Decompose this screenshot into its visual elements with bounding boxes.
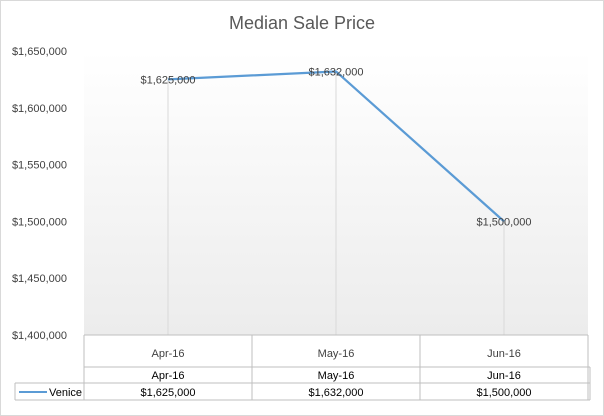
data-label: $1,625,000 (140, 74, 195, 86)
data-label: $1,632,000 (308, 66, 363, 78)
series-line (167, 70, 505, 223)
table-header-cell: May-16 (318, 370, 355, 382)
table-value-cell: $1,632,000 (308, 387, 363, 399)
data-labels: $1,625,000 $1,632,000 $1,500,000 (140, 66, 531, 228)
drop-lines (167, 71, 505, 335)
y-tick-label: $1,400,000 (12, 330, 67, 342)
y-tick-label: $1,500,000 (12, 216, 67, 228)
x-tick-label: May-16 (318, 348, 355, 360)
x-tick-label: Apr-16 (151, 348, 184, 360)
series-venice (167, 70, 505, 223)
table-header-cell: Jun-16 (487, 370, 521, 382)
y-tick-label: $1,650,000 (12, 46, 67, 58)
y-tick-label: $1,600,000 (12, 103, 67, 115)
y-axis: $1,650,000 $1,600,000 $1,550,000 $1,500,000… (12, 46, 67, 342)
data-table: Apr-16 May-16 Jun-16 Apr-16 May-16 Jun-16 Veni… (14, 334, 591, 401)
y-tick-label: $1,550,000 (12, 160, 67, 172)
table-header-cell: Apr-16 (151, 370, 184, 382)
table-value-cell: $1,500,000 (476, 387, 531, 399)
x-tick-label: Jun-16 (487, 348, 521, 360)
chart-title: Median Sale Price (229, 13, 375, 33)
legend-series-name: Venice (49, 387, 82, 399)
data-label: $1,500,000 (476, 216, 531, 228)
table-value-cell: $1,625,000 (140, 387, 195, 399)
y-tick-label: $1,450,000 (12, 273, 67, 285)
